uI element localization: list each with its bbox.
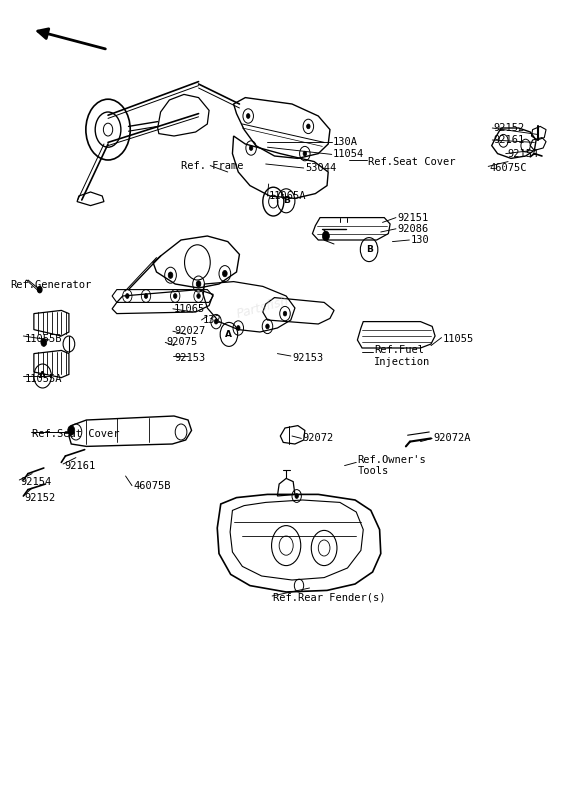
Circle shape <box>196 281 201 287</box>
Text: Partsfish: Partsfish <box>235 294 290 322</box>
Text: 92027: 92027 <box>174 326 206 336</box>
Text: 130: 130 <box>411 235 429 245</box>
Circle shape <box>144 294 148 298</box>
Text: 92161: 92161 <box>493 135 525 145</box>
Text: Ref.Owner's
Tools: Ref.Owner's Tools <box>357 454 426 477</box>
Circle shape <box>223 270 227 277</box>
Text: 92072A: 92072A <box>433 434 471 443</box>
Circle shape <box>41 338 47 346</box>
Text: Ref.Seat Cover: Ref.Seat Cover <box>32 430 120 439</box>
Text: 92154: 92154 <box>20 477 52 486</box>
Circle shape <box>246 114 250 118</box>
Circle shape <box>37 286 42 293</box>
Circle shape <box>322 231 329 241</box>
Text: Ref. Frame: Ref. Frame <box>181 161 244 170</box>
Circle shape <box>168 272 173 278</box>
Circle shape <box>173 294 177 298</box>
Text: 11065A: 11065A <box>269 191 306 201</box>
Text: 92152: 92152 <box>25 493 56 502</box>
Text: 53044: 53044 <box>305 163 336 173</box>
Circle shape <box>266 324 269 329</box>
Circle shape <box>307 124 310 129</box>
Text: Ref.Generator: Ref.Generator <box>11 280 92 290</box>
Circle shape <box>68 426 75 435</box>
Text: Ref.Seat Cover: Ref.Seat Cover <box>368 157 456 166</box>
Circle shape <box>249 146 253 150</box>
Text: 92161: 92161 <box>64 461 96 470</box>
Text: Ref.Rear Fender(s): Ref.Rear Fender(s) <box>273 593 386 602</box>
Text: A: A <box>39 371 46 381</box>
Text: 46075B: 46075B <box>133 482 171 491</box>
Circle shape <box>303 151 307 156</box>
Text: 46075C: 46075C <box>489 163 527 173</box>
Text: 130A: 130A <box>333 138 358 147</box>
Circle shape <box>126 294 129 298</box>
Text: A: A <box>225 330 232 339</box>
Text: 92153: 92153 <box>292 353 324 362</box>
Text: B: B <box>283 196 290 206</box>
Text: 92072: 92072 <box>303 434 334 443</box>
Text: 11055A: 11055A <box>25 374 62 384</box>
Text: Ref.Fuel
Injection: Ref.Fuel Injection <box>374 345 430 366</box>
Text: 11065: 11065 <box>174 304 206 314</box>
Circle shape <box>214 319 218 324</box>
Circle shape <box>237 326 240 330</box>
Circle shape <box>283 311 287 316</box>
Text: B: B <box>366 245 373 254</box>
Text: 11054: 11054 <box>333 150 364 159</box>
Circle shape <box>295 494 298 498</box>
Text: 11055B: 11055B <box>25 334 62 344</box>
Text: 11055: 11055 <box>443 334 474 344</box>
Text: 92086: 92086 <box>397 224 429 234</box>
Text: 132: 132 <box>203 315 221 325</box>
Text: 92151: 92151 <box>397 213 429 222</box>
Text: 92153: 92153 <box>174 353 206 362</box>
Circle shape <box>197 294 200 298</box>
Text: 92075: 92075 <box>166 338 198 347</box>
Text: 92152: 92152 <box>493 123 525 133</box>
Text: 92154: 92154 <box>507 149 538 158</box>
